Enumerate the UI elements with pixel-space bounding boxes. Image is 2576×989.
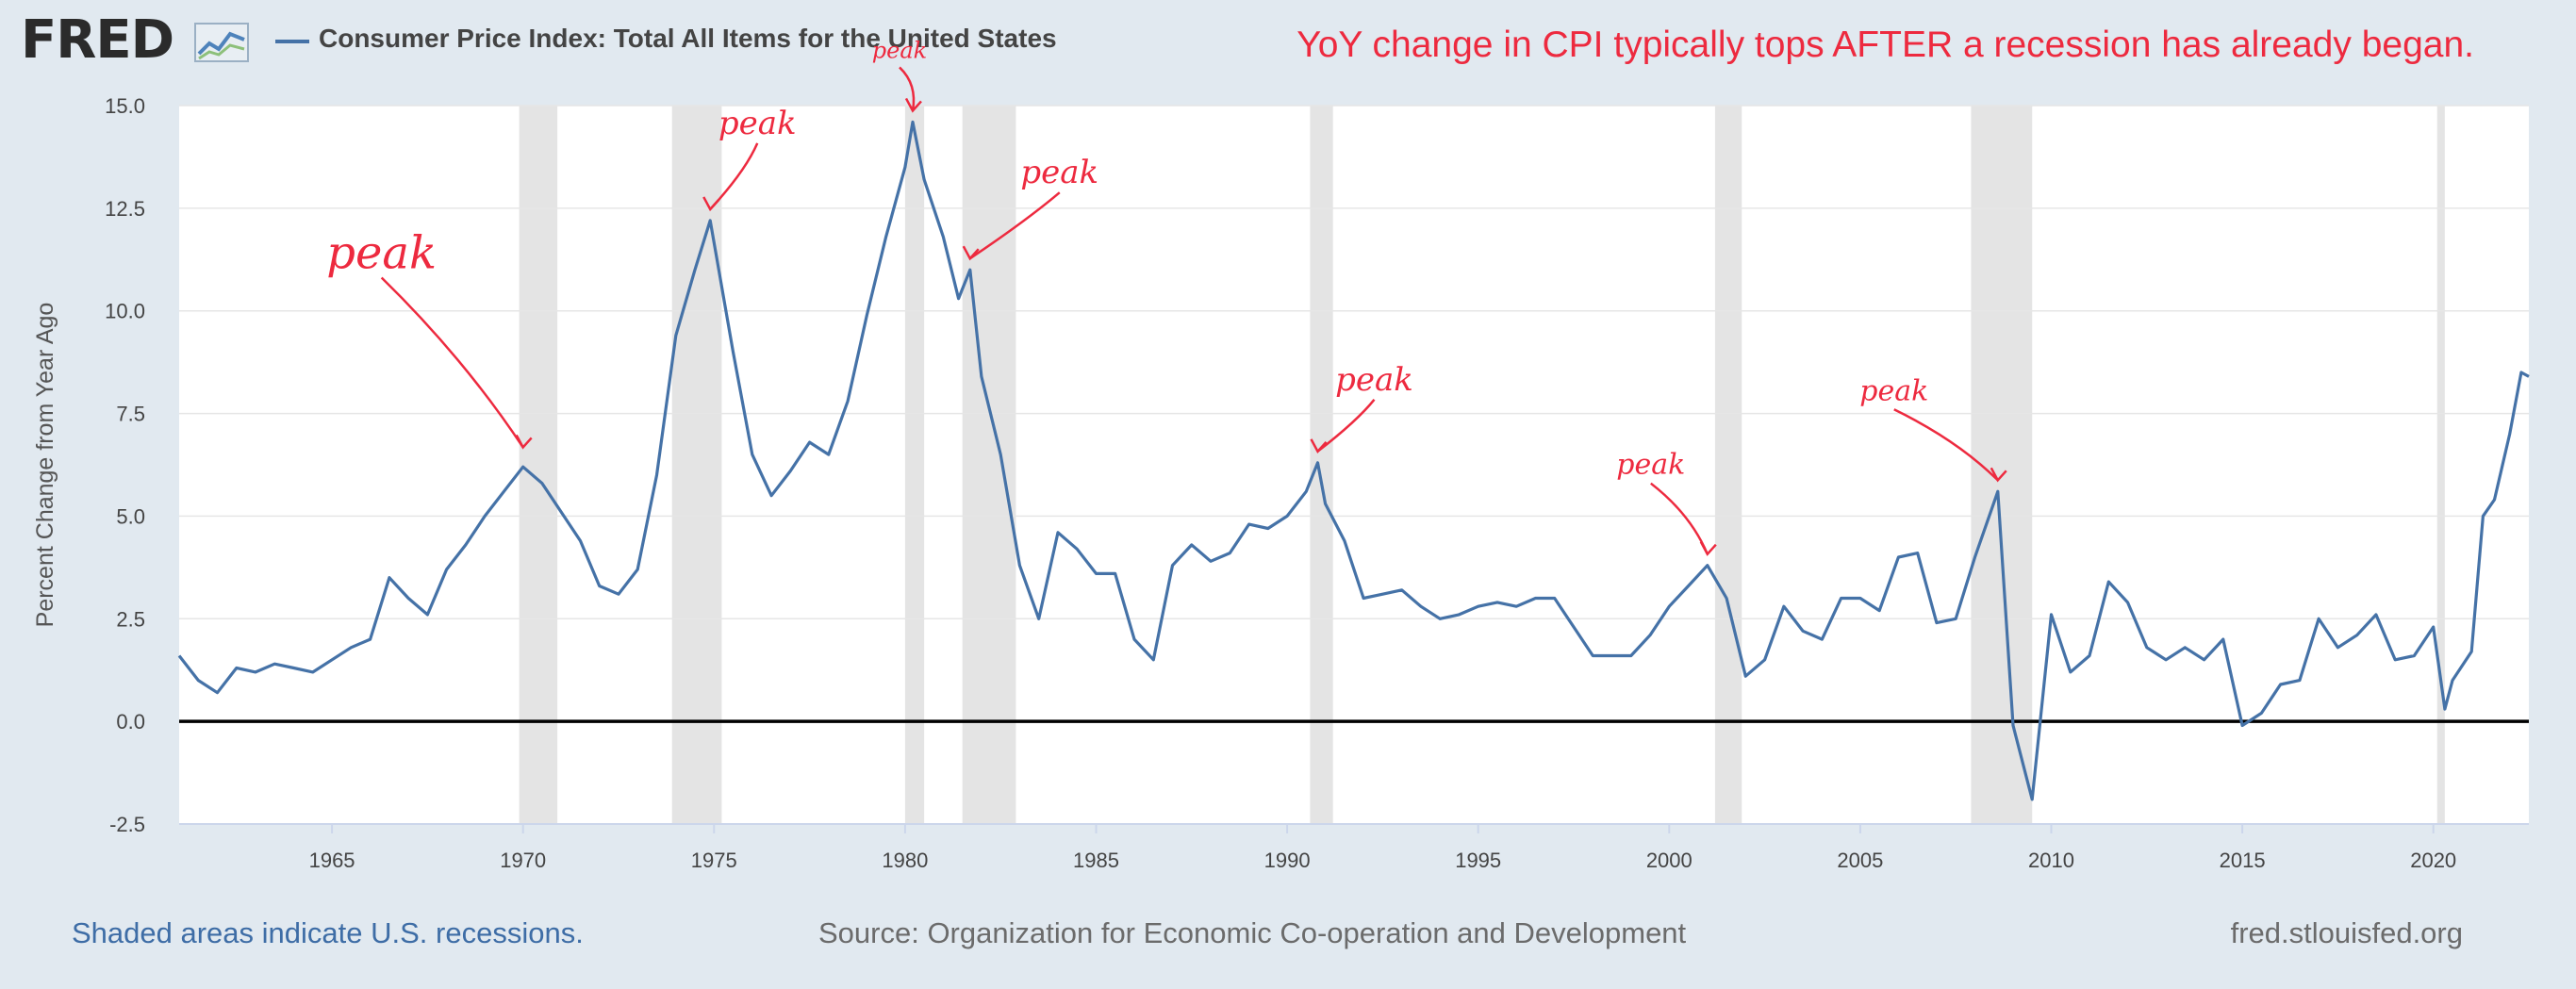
peak-annotation-label: peak bbox=[872, 37, 927, 63]
x-tick-label: 1985 bbox=[1073, 849, 1119, 872]
y-tick-label: 0.0 bbox=[116, 710, 145, 734]
chart-header: FRED Consumer Price Index: Total All Ite… bbox=[0, 0, 2576, 94]
peak-annotation-label: peak bbox=[1335, 361, 1413, 399]
fred-url-link[interactable]: fred.stlouisfed.org bbox=[2230, 916, 2463, 949]
annotation-arrowhead bbox=[962, 245, 980, 261]
x-tick-label: 2015 bbox=[2220, 849, 2266, 872]
annotation-arrow bbox=[380, 276, 524, 449]
annotation-arrowhead bbox=[702, 196, 720, 212]
peak-annotation-label: peak bbox=[1616, 449, 1685, 482]
recession-band bbox=[519, 106, 558, 824]
series-title[interactable]: Consumer Price Index: Total All Items fo… bbox=[319, 24, 1057, 53]
annotation-arrowhead bbox=[1990, 467, 2007, 483]
x-tick-label: 1965 bbox=[309, 849, 355, 872]
fred-chart-logo-icon bbox=[194, 23, 249, 62]
y-tick-label: 10.0 bbox=[105, 300, 145, 323]
y-tick-label: -2.5 bbox=[109, 813, 145, 836]
x-tick-label: 2005 bbox=[1837, 849, 1883, 872]
x-tick-label: 1970 bbox=[500, 849, 546, 872]
annotation-arrow bbox=[1893, 408, 1999, 482]
peak-annotation-label: peak bbox=[1859, 374, 1928, 407]
annotation-arrowhead bbox=[904, 97, 922, 113]
recession-band bbox=[1714, 106, 1742, 824]
series-legend-swatch bbox=[275, 40, 309, 43]
plot-background bbox=[179, 106, 2529, 824]
x-tick-label: 1995 bbox=[1455, 849, 1501, 872]
annotation-arrowhead bbox=[1699, 541, 1717, 556]
recession-band bbox=[904, 106, 925, 824]
annotation-arrowhead bbox=[1310, 438, 1328, 453]
annotation-arrowhead bbox=[515, 434, 533, 450]
x-tick-label: 2020 bbox=[2410, 849, 2456, 872]
annotation-arrow bbox=[969, 191, 1061, 260]
recession-band bbox=[962, 106, 1016, 824]
recession-shading-note: Shaded areas indicate U.S. recessions. bbox=[72, 916, 584, 949]
peak-annotation-label: peak bbox=[718, 105, 797, 142]
x-tick-label: 1980 bbox=[882, 849, 928, 872]
y-tick-label: 15.0 bbox=[105, 94, 145, 118]
peak-annotation-label: peak bbox=[326, 226, 437, 279]
y-tick-label: 12.5 bbox=[105, 197, 145, 221]
annotation-note: YoY change in CPI typically tops AFTER a… bbox=[1296, 25, 2474, 65]
recession-band bbox=[2436, 106, 2445, 824]
x-tick-label: 1975 bbox=[691, 849, 737, 872]
annotation-arrow bbox=[1316, 399, 1376, 453]
y-tick-label: 5.0 bbox=[116, 504, 145, 528]
y-tick-label: 7.5 bbox=[116, 403, 145, 426]
x-tick-label: 2010 bbox=[2028, 849, 2074, 872]
recession-band bbox=[671, 106, 722, 824]
cpi-series-line bbox=[177, 120, 2530, 801]
y-axis-label: Percent Change from Year Ago bbox=[32, 303, 58, 628]
fred-logo[interactable]: FRED bbox=[21, 9, 174, 71]
annotation-arrow bbox=[899, 66, 916, 111]
x-tick-label: 2000 bbox=[1646, 849, 1693, 872]
peak-annotation-label: peak bbox=[1020, 154, 1098, 191]
recession-band bbox=[1310, 106, 1333, 824]
data-source: Source: Organization for Economic Co-ope… bbox=[818, 916, 1687, 949]
y-tick-label: 2.5 bbox=[116, 607, 145, 631]
x-tick-label: 1990 bbox=[1264, 849, 1311, 872]
